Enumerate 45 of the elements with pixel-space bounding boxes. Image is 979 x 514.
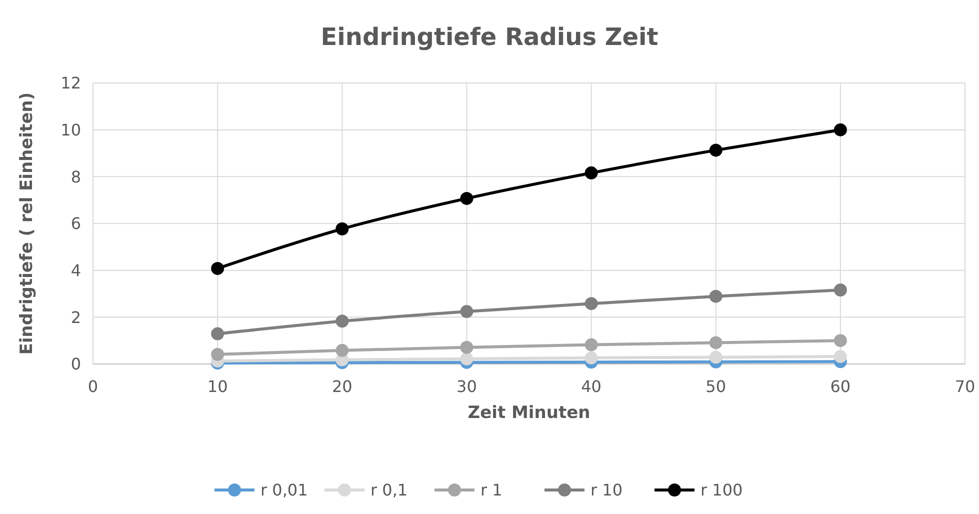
y-tick-label: 8 [70,167,81,186]
point [211,348,224,361]
x-axis-title: Zeit Minuten [468,403,590,423]
point [460,340,474,354]
y-tick-label: 4 [70,260,81,280]
y-tick-label: 6 [70,214,81,234]
x-tick-label: 10 [207,377,228,396]
point [709,290,722,303]
point [460,192,474,205]
x-tick-label: 40 [581,377,602,396]
y-tick-label: 12 [60,74,81,93]
point [336,222,349,236]
legend-label: r 0,1 [370,480,408,500]
point [834,334,847,348]
point [834,123,847,136]
point [336,314,349,328]
point [336,344,349,357]
y-tick-label: 0 [70,354,81,374]
x-tick-label: 60 [830,377,851,396]
point [584,351,598,364]
point [709,144,722,157]
point [211,262,224,275]
point [834,284,847,297]
point [211,327,224,340]
point [709,350,722,364]
point [584,338,598,352]
point [834,350,847,364]
legend-label: r 0,01 [260,480,308,500]
x-tick-label: 50 [706,377,726,396]
legend-label: r 10 [590,480,623,500]
x-tick-label: 30 [456,377,477,396]
y-tick-label: 10 [60,120,81,140]
point [460,305,474,318]
y-tick-label: 2 [70,308,81,327]
y-axis-title: Eindrigtiefe ( rel Einheiten) [17,92,37,355]
legend-label: r 100 [700,480,743,500]
point [584,297,598,310]
x-tick-label: 0 [88,377,98,396]
point [584,166,598,180]
legend-label: r 1 [480,480,502,500]
x-tick-label: 70 [954,377,976,396]
point [460,352,474,366]
chart-title: Eindringtiefe Radius Zeit [320,23,658,51]
point [709,336,722,350]
x-tick-label: 20 [332,377,352,396]
